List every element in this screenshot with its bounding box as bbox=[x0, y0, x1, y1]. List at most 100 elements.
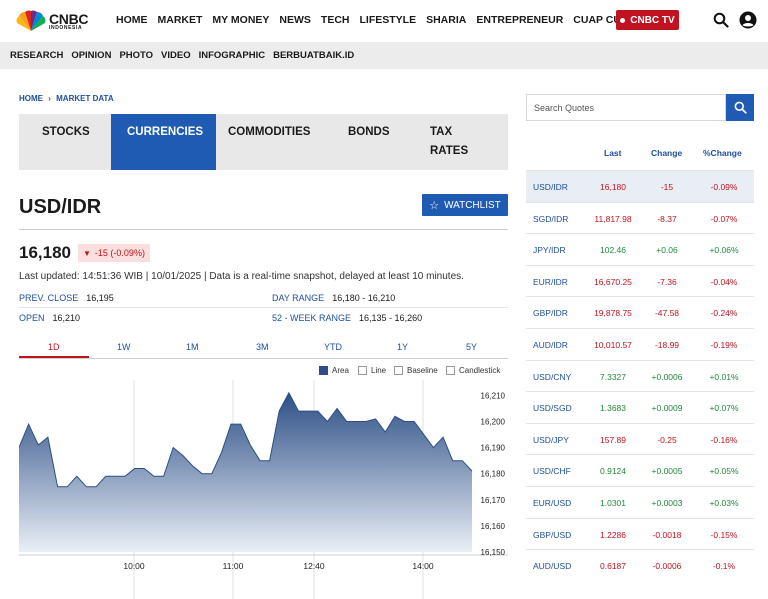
quote-symbol[interactable]: GBP/USD bbox=[533, 529, 572, 540]
subnav-berbuatbaik[interactable]: BERBUATBAIK.ID bbox=[273, 50, 355, 61]
quote-symbol[interactable]: AUD/IDR bbox=[533, 339, 568, 350]
tab-commodities[interactable]: COMMODITIES bbox=[228, 126, 311, 138]
cnbc-logo[interactable]: CNBC INDONESIA bbox=[16, 9, 96, 33]
nav-tech[interactable]: TECH bbox=[320, 14, 350, 26]
chart-type-candlestick[interactable]: Candlestick bbox=[446, 366, 500, 375]
quote-last: 16,670.25 bbox=[594, 276, 632, 287]
chart-type-baseline[interactable]: Baseline bbox=[394, 366, 438, 375]
quote-row[interactable]: GBP/IDR 19,878.75 -47.58 -0.24% bbox=[526, 296, 754, 328]
y-tick-label: 16,160 bbox=[481, 522, 506, 531]
quote-symbol[interactable]: USD/CHF bbox=[533, 466, 571, 477]
search-quotes-input[interactable]: Search Quotes bbox=[526, 94, 726, 121]
quote-row[interactable]: USD/SGD 1.3683 +0.0009 +0.07% bbox=[526, 391, 754, 423]
y-axis-ticks: 16,210 16,200 16,190 16,180 16,170 16,160 16,1… bbox=[481, 391, 506, 557]
stat-value: 16,210 bbox=[52, 313, 81, 323]
range-tab-1w[interactable]: 1W bbox=[117, 342, 131, 352]
nav-lifestyle[interactable]: LIFESTYLE bbox=[359, 14, 417, 26]
price-change-badge: ▼ -15 (-0.09%) bbox=[78, 244, 150, 262]
range-tab-1d[interactable]: 1D bbox=[48, 342, 60, 352]
tab-bonds[interactable]: BONDS bbox=[348, 126, 390, 138]
quote-row[interactable]: USD/IDR 16,180 -15 -0.09% bbox=[526, 170, 754, 202]
quote-pct-change: -0.16% bbox=[710, 434, 738, 445]
stat-day-range: DAY RANGE 16,180 - 16,210 bbox=[272, 293, 395, 303]
breadcrumb-market-data[interactable]: MARKET DATA bbox=[56, 94, 114, 103]
quote-change: +0.06 bbox=[656, 245, 678, 256]
subnav-video[interactable]: VIDEO bbox=[161, 50, 191, 61]
quote-pct-change: +0.07% bbox=[709, 403, 739, 414]
quote-symbol[interactable]: AUD/USD bbox=[533, 561, 572, 572]
range-tab-3m[interactable]: 3M bbox=[256, 342, 269, 352]
watchlist-label: WATCHLIST bbox=[444, 199, 501, 211]
quote-pct-change: -0.09% bbox=[710, 182, 738, 192]
range-divider bbox=[19, 358, 508, 359]
x-axis-ticks: 10:00 11:00 12:40 14:00 bbox=[123, 561, 434, 571]
search-quotes-button[interactable] bbox=[726, 94, 754, 121]
cnbc-tv-button[interactable]: CNBC TV bbox=[616, 10, 679, 30]
quote-symbol[interactable]: JPY/IDR bbox=[533, 245, 566, 256]
quote-change: -7.36 bbox=[657, 276, 677, 287]
quote-row[interactable]: USD/JPY 157.89 -0.25 -0.16% bbox=[526, 422, 754, 455]
quote-symbol[interactable]: USD/IDR bbox=[533, 182, 568, 192]
quote-symbol[interactable]: USD/CNY bbox=[533, 371, 572, 382]
top-bar: CNBC INDONESIA HOME MARKET MY MONEY NEWS… bbox=[0, 0, 768, 42]
price-chart[interactable]: 16,210 16,200 16,190 16,180 16,170 16,160 16,1… bbox=[19, 380, 508, 599]
quote-symbol[interactable]: EUR/IDR bbox=[533, 276, 568, 287]
quote-pct-change: -0.15% bbox=[710, 529, 738, 540]
quote-last: 7.3327 bbox=[600, 371, 626, 382]
subnav-opinion[interactable]: OPINION bbox=[71, 50, 112, 61]
x-tick-label: 11:00 bbox=[223, 561, 244, 571]
breadcrumb: HOME › MARKET DATA bbox=[19, 94, 114, 103]
quote-last: 16,180 bbox=[600, 182, 626, 192]
logo-subtext: INDONESIA bbox=[49, 24, 83, 31]
nav-my-money[interactable]: MY MONEY bbox=[212, 14, 270, 26]
breadcrumb-separator: › bbox=[48, 94, 51, 103]
range-tab-5y[interactable]: 5Y bbox=[466, 342, 478, 352]
quote-symbol[interactable]: GBP/IDR bbox=[533, 308, 568, 319]
nav-market[interactable]: MARKET bbox=[157, 14, 203, 26]
range-tab-1y[interactable]: 1Y bbox=[397, 342, 409, 352]
range-tabs: 1D 1W 1M 3M YTD 1Y 5Y bbox=[19, 340, 508, 358]
nav-sharia[interactable]: SHARIA bbox=[426, 14, 467, 26]
subnav-research[interactable]: RESEARCH bbox=[10, 50, 64, 61]
quote-symbol[interactable]: USD/JPY bbox=[533, 434, 569, 445]
watchlist-button[interactable]: ☆ WATCHLIST bbox=[422, 194, 508, 216]
quote-row[interactable]: USD/CHF 0.9124 +0.0005 +0.05% bbox=[526, 454, 754, 486]
nav-news[interactable]: NEWS bbox=[279, 14, 311, 26]
tab-tax-rates[interactable]: TAX RATES bbox=[430, 126, 469, 157]
quote-row[interactable]: AUD/IDR 10,010.57 -18.99 -0.19% bbox=[526, 327, 754, 360]
cnbc-tv-label: CNBC TV bbox=[630, 14, 675, 26]
quote-row[interactable]: SGD/IDR 11,817.98 -8.37 -0.07% bbox=[526, 201, 754, 234]
nav-entrepreneur[interactable]: ENTREPRENEUR bbox=[476, 14, 564, 26]
quotes-header-pct: %Change bbox=[703, 148, 742, 158]
chart-type-label: Line bbox=[371, 366, 387, 375]
price-change-value: -15 (-0.09%) bbox=[94, 248, 145, 258]
page-title: USD/IDR bbox=[19, 196, 102, 218]
quote-symbol[interactable]: EUR/USD bbox=[533, 497, 572, 508]
breadcrumb-home[interactable]: HOME bbox=[19, 94, 43, 103]
quote-row[interactable]: EUR/IDR 16,670.25 -7.36 -0.04% bbox=[526, 264, 754, 297]
quote-row[interactable]: JPY/IDR 102.46 +0.06 +0.06% bbox=[526, 233, 754, 265]
range-tab-1m[interactable]: 1M bbox=[186, 342, 199, 352]
quote-row[interactable]: AUD/USD 0.6187 -0.0006 -0.1% bbox=[526, 549, 754, 581]
quote-row[interactable]: GBP/USD 1.2286 -0.0018 -0.15% bbox=[526, 517, 754, 550]
quote-pct-change: +0.03% bbox=[709, 497, 739, 508]
subnav-photo[interactable]: PHOTO bbox=[119, 50, 154, 61]
divider bbox=[19, 229, 508, 230]
quote-symbol[interactable]: USD/SGD bbox=[533, 403, 572, 414]
stat-label: DAY RANGE bbox=[272, 293, 325, 303]
tab-currencies[interactable]: CURRENCIES bbox=[111, 114, 216, 170]
range-tab-ytd[interactable]: YTD bbox=[324, 342, 342, 352]
main-nav: HOME MARKET MY MONEY NEWS TECH LIFESTYLE… bbox=[116, 14, 679, 26]
quote-last: 102.46 bbox=[600, 245, 626, 256]
chart-type-area[interactable]: Area bbox=[319, 366, 349, 375]
tab-stocks[interactable]: STOCKS bbox=[42, 126, 90, 138]
subnav-infographic[interactable]: INFOGRAPHIC bbox=[198, 50, 266, 61]
chart-type-line[interactable]: Line bbox=[358, 366, 386, 375]
nav-home[interactable]: HOME bbox=[116, 14, 148, 26]
logo-text: CNBC bbox=[49, 10, 89, 27]
quote-symbol[interactable]: SGD/IDR bbox=[533, 213, 569, 224]
search-icon[interactable] bbox=[713, 12, 729, 28]
quote-row[interactable]: EUR/USD 1.0301 +0.0003 +0.03% bbox=[526, 485, 754, 518]
user-account-icon[interactable] bbox=[739, 11, 757, 29]
quote-row[interactable]: USD/CNY 7.3327 +0.0006 +0.01% bbox=[526, 359, 754, 392]
